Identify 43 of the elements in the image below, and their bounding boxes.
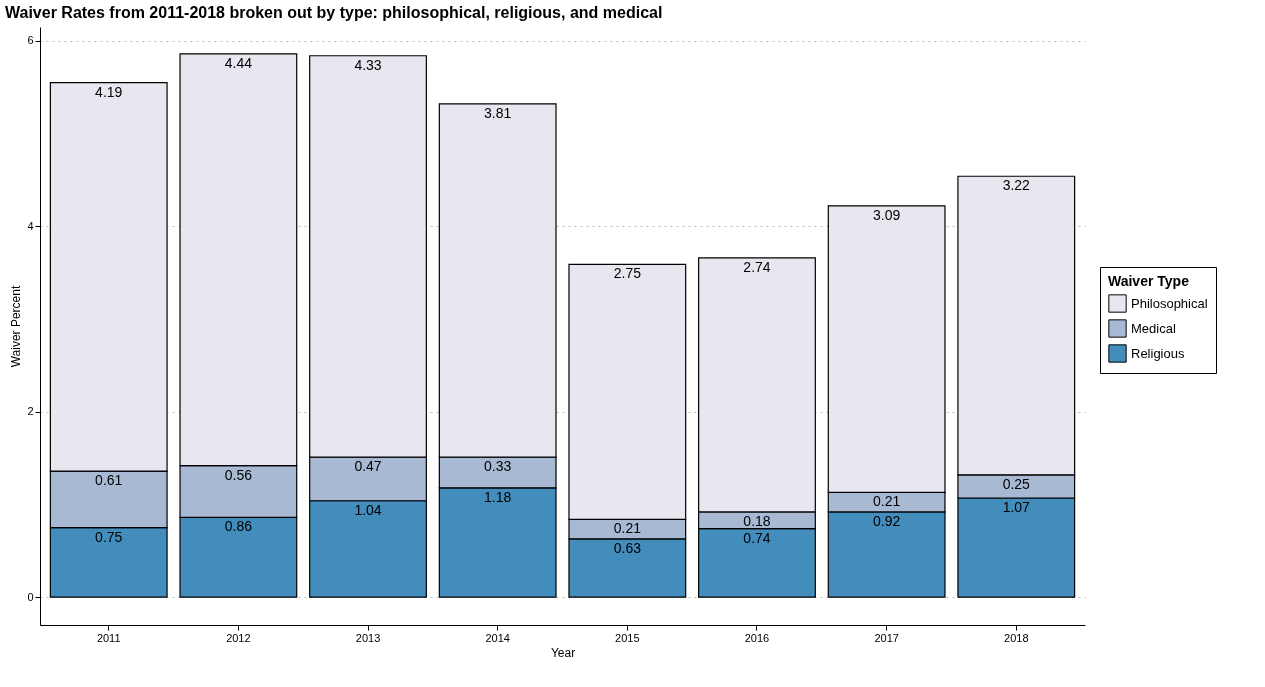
x-tick-label: 2015 — [615, 631, 640, 644]
x-tick-label: 2017 — [874, 631, 899, 644]
x-tick-label: 2018 — [1004, 631, 1029, 644]
x-tick-label: 2011 — [96, 631, 121, 644]
data-label: 3.81 — [484, 104, 512, 121]
data-label: 1.18 — [484, 488, 512, 505]
data-label: 0.86 — [224, 518, 253, 535]
data-label: 0.92 — [873, 512, 901, 529]
y-axis-title: Waiver Percent — [9, 285, 24, 368]
legend-label: Religious — [1131, 345, 1185, 361]
y-tick-label: 0 — [27, 590, 34, 603]
y-tick-label: 6 — [27, 34, 34, 47]
data-label: 0.21 — [613, 520, 642, 537]
y-tick-label: 4 — [27, 219, 34, 232]
data-label: 0.21 — [873, 493, 901, 510]
data-label: 0.18 — [743, 512, 771, 529]
data-label: 0.61 — [95, 472, 123, 489]
x-tick-label: 2014 — [485, 631, 510, 644]
data-label: 3.22 — [1002, 177, 1031, 194]
x-axis-title: Year — [550, 645, 576, 660]
data-label: 0.74 — [743, 529, 771, 546]
y-tick-label: 2 — [27, 405, 34, 418]
data-label: 0.47 — [354, 458, 382, 475]
data-label: 1.07 — [1002, 498, 1031, 515]
data-label: 0.75 — [95, 528, 123, 545]
data-label: 2.74 — [743, 258, 771, 275]
data-label: 3.09 — [873, 206, 901, 223]
legend-title: Waiver Type — [1108, 273, 1190, 289]
data-label: 0.25 — [1002, 475, 1031, 492]
data-label: 0.56 — [224, 466, 253, 483]
data-label: 2.75 — [613, 265, 642, 282]
chart-title: Waiver Rates from 2011-2018 broken out by type: philosophical, religious, and medical — [5, 4, 663, 21]
x-tick-label: 2012 — [226, 631, 251, 644]
data-label: 4.44 — [224, 54, 253, 71]
x-tick-label: 2013 — [355, 631, 381, 644]
x-tick-label: 2016 — [744, 631, 770, 644]
data-label: 0.63 — [613, 539, 642, 556]
data-label: 4.19 — [95, 83, 123, 100]
data-label: 0.33 — [484, 458, 512, 475]
data-label: 1.04 — [354, 501, 382, 518]
data-label: 4.33 — [354, 56, 382, 73]
legend-label: Philosophical — [1131, 295, 1208, 311]
legend-label: Medical — [1131, 320, 1176, 336]
